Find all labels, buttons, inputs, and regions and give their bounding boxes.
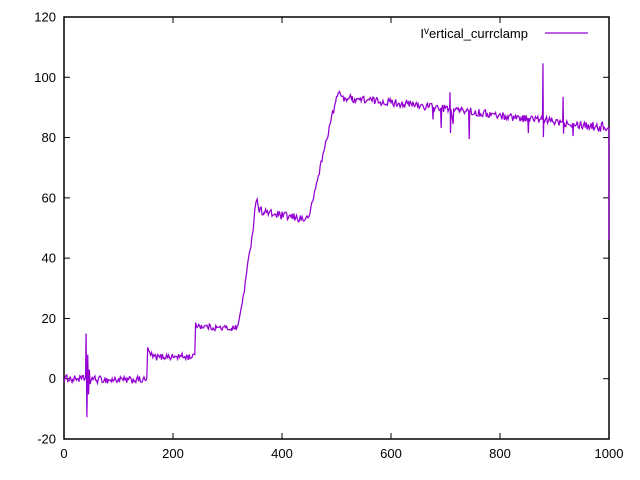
x-tick-label: 200 — [162, 446, 184, 461]
y-tick-label: 0 — [49, 371, 56, 386]
legend: Ivertical_currclamp — [420, 26, 588, 41]
x-tick-label: 0 — [60, 446, 67, 461]
series-line — [63, 63, 610, 418]
x-tick-label: 400 — [271, 446, 293, 461]
y-tick-label: 80 — [42, 130, 56, 145]
x-tick-label: 600 — [380, 446, 402, 461]
x-tick-label: 1000 — [595, 446, 624, 461]
y-tick-label: 20 — [42, 311, 56, 326]
legend-label: Ivertical_currclamp — [420, 26, 528, 41]
y-tick-label: 120 — [34, 10, 56, 25]
y-tick-label: 60 — [42, 190, 56, 205]
y-tick-label: 40 — [42, 251, 56, 266]
x-tick-label: 800 — [489, 446, 511, 461]
series-group — [63, 63, 610, 418]
y-tick-label: 100 — [34, 70, 56, 85]
y-tick-label: -20 — [37, 432, 56, 447]
axes: 0 200 400 600 800 1000 -20 0 20 40 60 80 100 120 — [34, 10, 623, 462]
plot-border — [63, 16, 610, 440]
